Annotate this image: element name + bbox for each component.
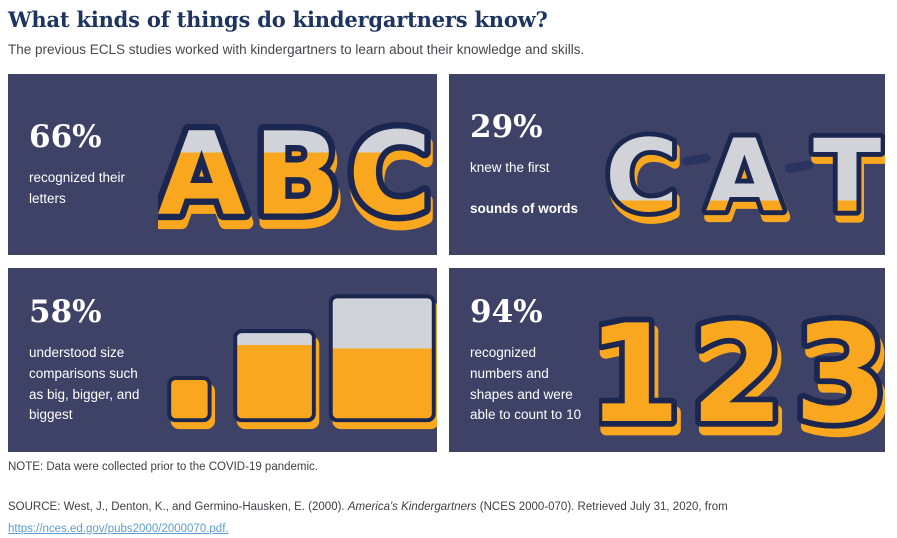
cat-main: C A T <box>600 112 885 239</box>
source-prefix: SOURCE: West, J., Denton, K., and Germin… <box>8 501 348 513</box>
square-large <box>328 294 436 423</box>
letter-dash <box>682 153 711 166</box>
cat-letters-art: C A T C A T <box>600 112 885 239</box>
desc-line-2: sounds of words <box>470 201 578 217</box>
source-link[interactable]: https://nces.ed.gov/pubs2000/2000070.pdf… <box>8 523 229 535</box>
numbers-shadow: 123 <box>599 304 885 446</box>
stat-description: recognized their letters <box>29 170 126 206</box>
svg-text:T: T <box>816 124 884 239</box>
cat-illustration: C A T C A T <box>599 90 885 239</box>
panel-size-comparisons: 58% understood size comparisons such as … <box>8 268 437 452</box>
svg-text:A: A <box>706 117 783 234</box>
stat-description: knew the first sounds of words <box>470 158 599 221</box>
panel-text: 58% understood size comparisons such as … <box>8 294 158 427</box>
source-suffix: (NCES 2000-070). Retrieved July 31, 2020… <box>476 501 728 513</box>
stat-description: understood size comparisons such as big,… <box>29 344 140 423</box>
note-text: NOTE: Data were collected prior to the C… <box>8 461 318 473</box>
numbers-illustration: 123 123 <box>599 274 885 446</box>
squares-illustration <box>158 281 437 439</box>
svg-text:T: T <box>813 117 881 234</box>
source-publication-title: America's Kindergartners <box>347 501 477 513</box>
svg-text:C: C <box>608 124 681 239</box>
stat-percent: 66% <box>29 119 102 156</box>
panel-text: 29% knew the first sounds of words <box>449 109 599 221</box>
square-medium <box>232 329 316 423</box>
abc-text: ABC <box>158 107 437 240</box>
panel-first-sounds: 29% knew the first sounds of words <box>449 74 885 255</box>
panel-text: 66% recognized their letters <box>8 119 158 210</box>
svg-text:A: A <box>708 124 785 239</box>
numbers-text: 123 <box>599 295 885 446</box>
stat-percent: 58% <box>29 293 102 330</box>
cat-shadow: C A T <box>603 119 885 239</box>
stat-percent: 29% <box>470 108 543 145</box>
source-text: SOURCE: West, J., Denton, K., and Germin… <box>8 496 878 538</box>
letter-dash <box>784 159 813 173</box>
desc-line-1: knew the first <box>470 159 550 175</box>
svg-text:C: C <box>605 117 678 234</box>
stat-description: recognized numbers and shapes and were a… <box>470 344 582 423</box>
stat-panel-grid: 66% recognized their letters ABC ABC <box>8 74 885 452</box>
squares-art <box>166 294 437 430</box>
abc-letters-art: ABC ABC <box>158 101 437 244</box>
panel-recognized-letters: 66% recognized their letters ABC ABC <box>8 74 437 255</box>
abc-illustration: ABC ABC <box>158 86 437 244</box>
stat-percent: 94% <box>470 293 543 330</box>
page-subtitle: The previous ECLS studies worked with ki… <box>8 42 585 57</box>
panel-text: 94% recognized numbers and shapes and we… <box>449 294 599 427</box>
abc-shadow: ABC <box>159 116 437 244</box>
numbers-art: 123 123 <box>599 289 885 446</box>
square-small <box>166 376 212 423</box>
panel-numbers-shapes: 94% recognized numbers and shapes and we… <box>449 268 885 452</box>
page-title: What kinds of things do kindergartners k… <box>8 7 548 32</box>
